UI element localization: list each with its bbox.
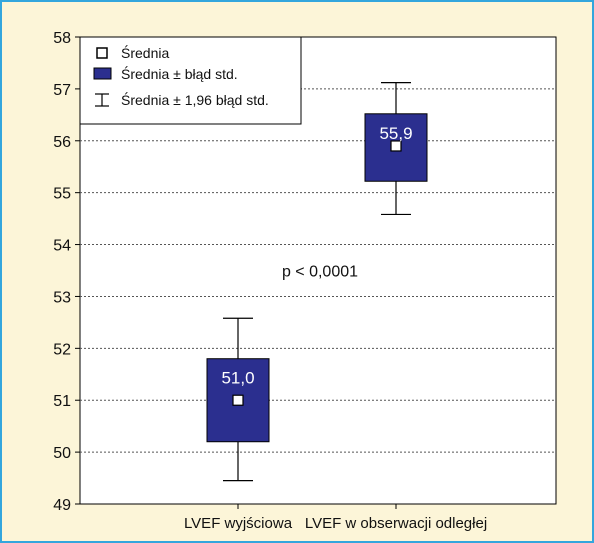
grid-lines bbox=[80, 88, 556, 453]
y-tick-label: 51 bbox=[53, 393, 71, 410]
legend-box bbox=[79, 36, 302, 125]
y-tick-label: 57 bbox=[53, 82, 71, 99]
y-tick-label: 56 bbox=[53, 134, 71, 151]
value-label: 51,0 bbox=[221, 369, 254, 388]
legend-se-marker bbox=[93, 67, 112, 80]
legend: Średnia Średnia ± błąd std. Średnia ± 1,… bbox=[79, 36, 302, 125]
y-axis: 49 50 51 52 53 54 55 56 57 58 bbox=[53, 30, 80, 514]
legend-label-mean: Średnia bbox=[121, 44, 169, 61]
x-category-label: LVEF w obserwacji odległej bbox=[305, 515, 487, 532]
value-label: 55,9 bbox=[379, 124, 412, 143]
x-category-label: LVEF wyjściowa bbox=[184, 515, 293, 532]
y-tick-label: 54 bbox=[53, 238, 71, 255]
y-tick-label: 50 bbox=[53, 445, 71, 462]
mean-marker bbox=[232, 394, 244, 406]
legend-label-ci: Średnia ± 1,96 błąd std. bbox=[121, 91, 269, 108]
boxes: 51,0 55,9 bbox=[206, 82, 428, 482]
legend-ci-marker bbox=[95, 93, 109, 107]
y-tick-label: 55 bbox=[53, 186, 71, 203]
box-group-0: 51,0 bbox=[206, 317, 270, 482]
mean-marker bbox=[390, 140, 402, 152]
legend-mean-marker bbox=[96, 47, 108, 59]
y-tick-label: 49 bbox=[53, 497, 71, 514]
x-axis: LVEF wyjściowa LVEF w obserwacji odległej bbox=[184, 504, 487, 532]
box-group-1: 55,9 bbox=[364, 82, 428, 216]
p-value-annotation: p < 0,0001 bbox=[282, 264, 358, 281]
y-tick-label: 58 bbox=[53, 30, 71, 47]
legend-label-se: Średnia ± błąd std. bbox=[121, 65, 238, 82]
y-tick-label: 52 bbox=[53, 341, 71, 358]
y-tick-label: 53 bbox=[53, 289, 71, 306]
